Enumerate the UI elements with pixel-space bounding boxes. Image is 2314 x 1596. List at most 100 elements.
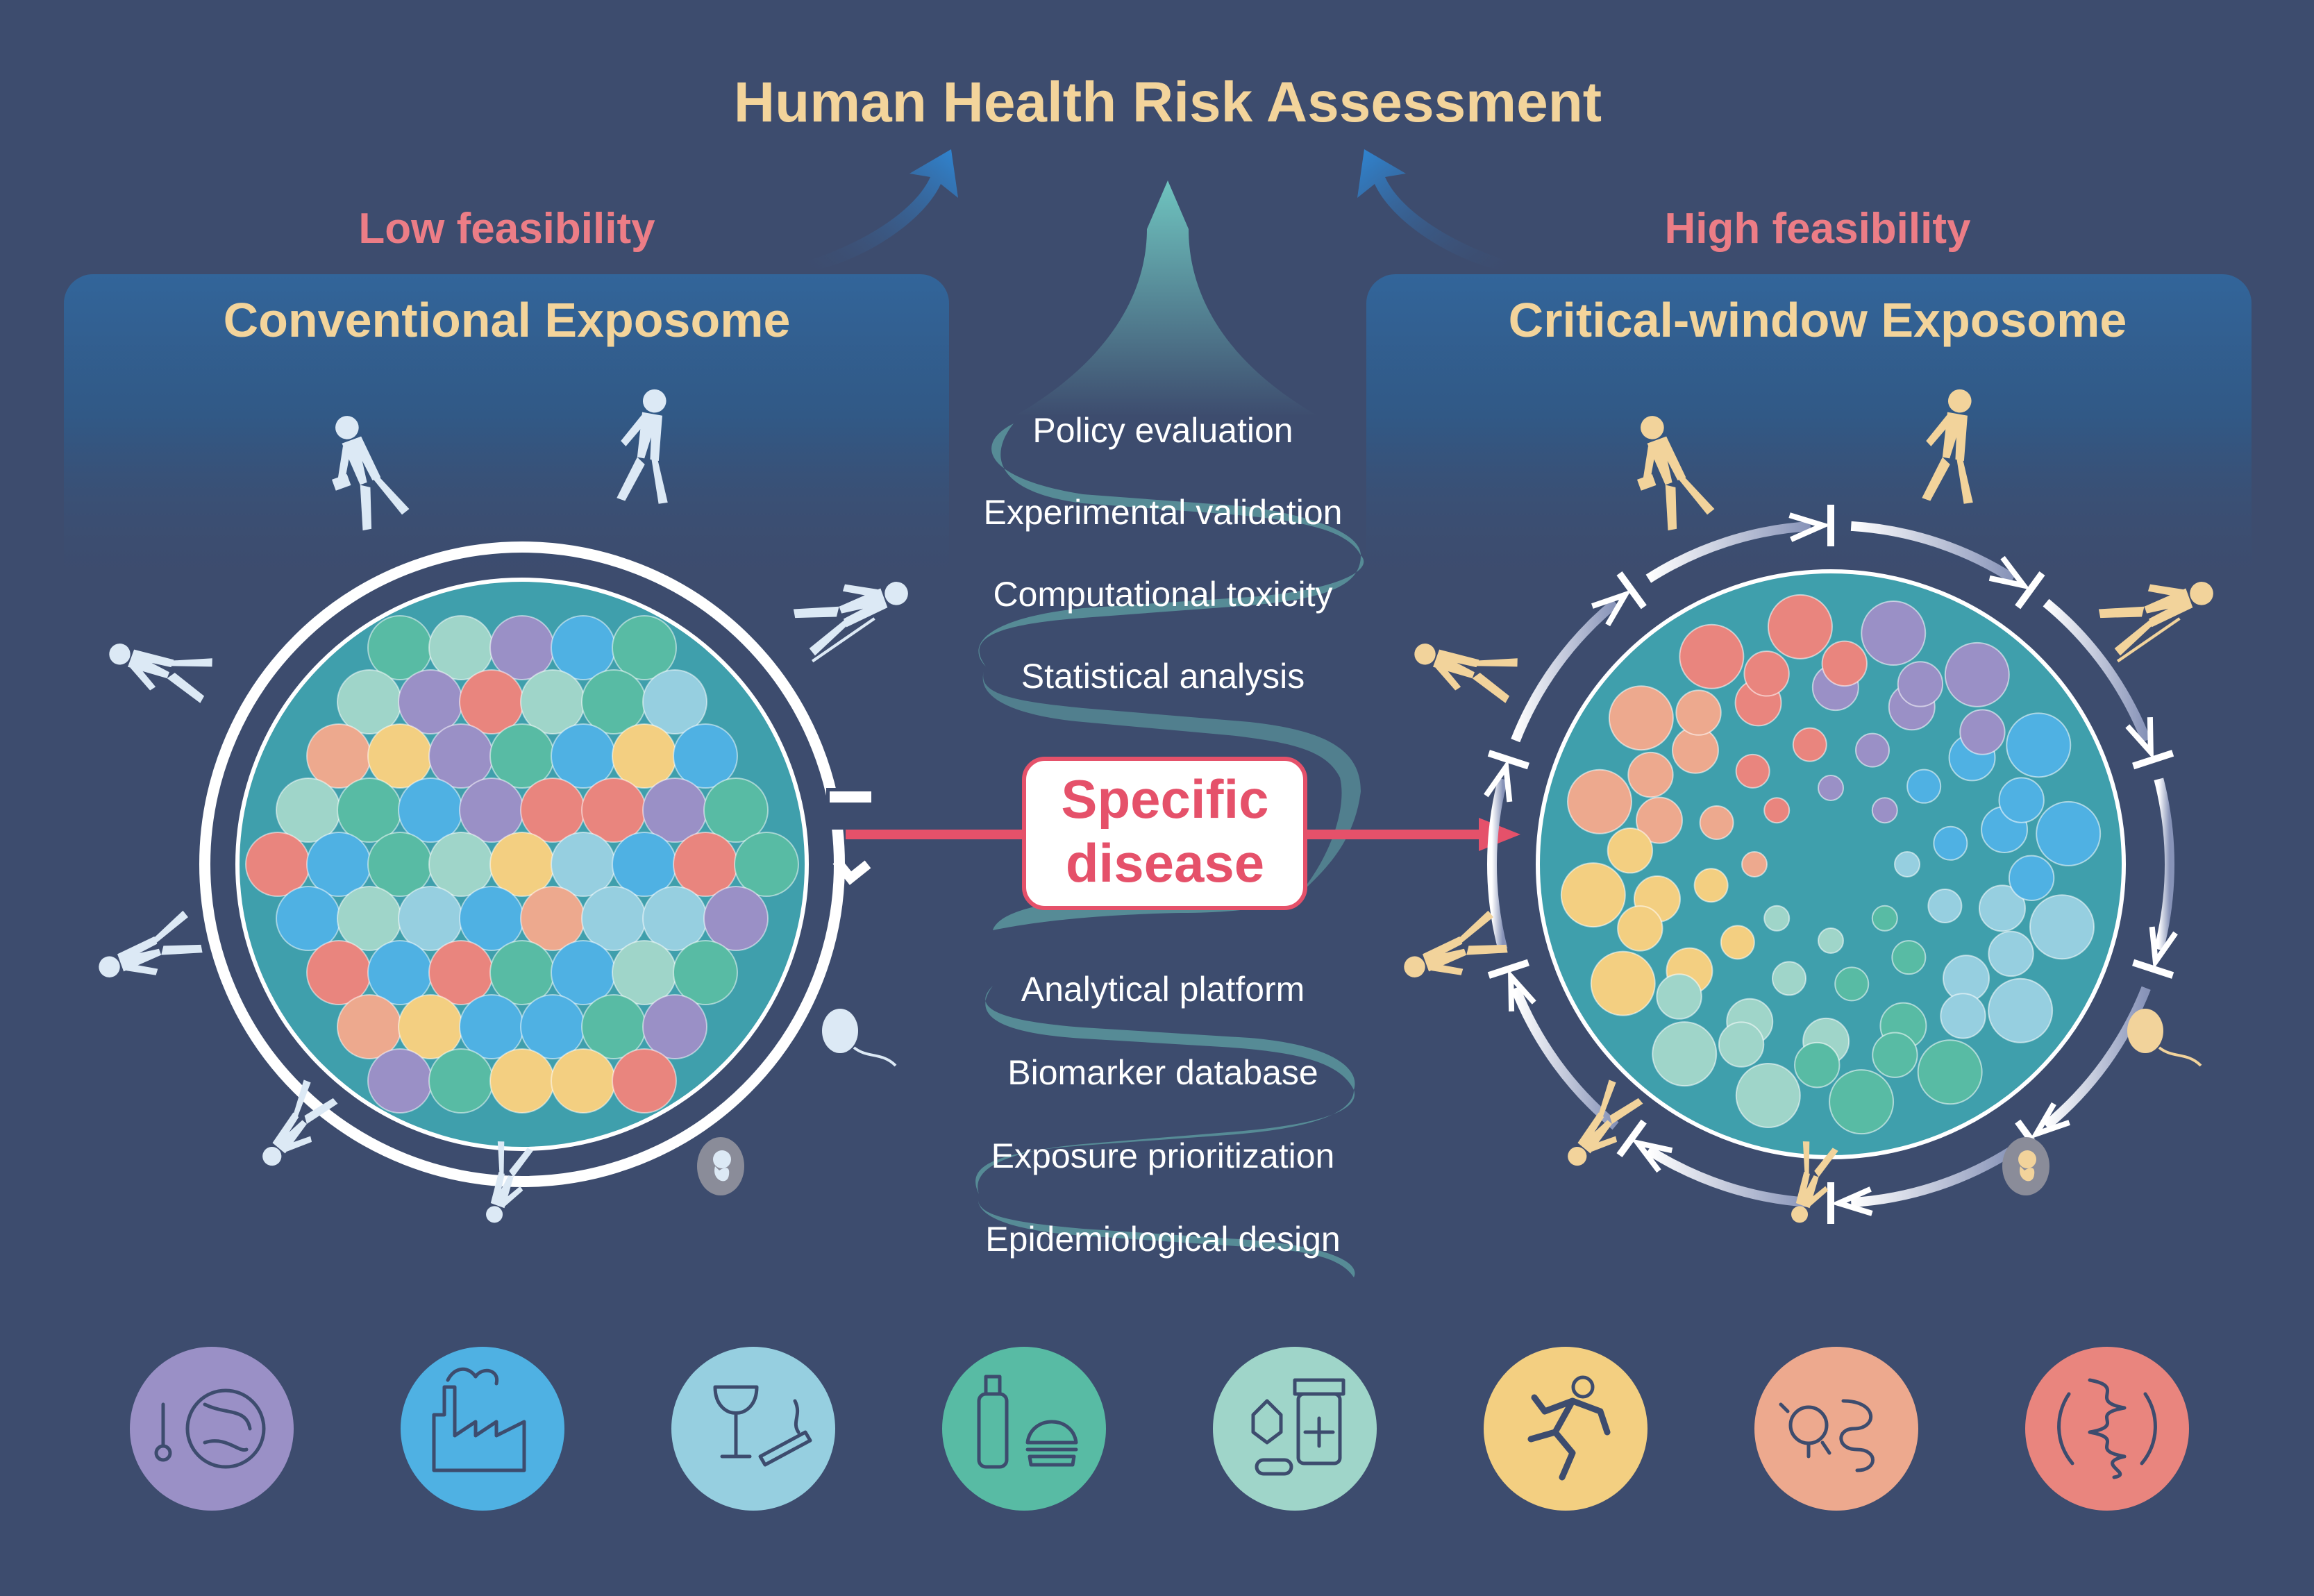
exposure-bubble [1794, 1041, 1841, 1089]
exposure-bubble [1818, 927, 1844, 954]
exposure-bubble [398, 778, 463, 843]
exposure-bubble [1590, 950, 1656, 1016]
exposure-bubble [1998, 777, 2045, 823]
exposure-bubble [1767, 594, 1833, 660]
wine-cigarette-icon [671, 1347, 835, 1511]
exposure-bubble [367, 615, 433, 680]
window-arc [1487, 778, 1508, 951]
exposure-bubble [1735, 753, 1770, 789]
exposure-bubble [581, 778, 646, 843]
exposure-bubble [1829, 1069, 1895, 1135]
connector-arrowhead [1479, 818, 1520, 851]
conventional-exposome-circle [199, 541, 871, 1187]
exposure-bubble [703, 886, 769, 951]
exposure-bubble [1699, 805, 1734, 840]
adult-figure [1414, 644, 1518, 703]
exposure-bubble [1944, 641, 2010, 707]
medicine-icon [1213, 1347, 1377, 1511]
window-arc [2043, 986, 2151, 1130]
exposure-bubble [2036, 800, 2102, 866]
right-life-stage-figures [1404, 389, 2213, 1223]
window-arrowhead [2149, 926, 2178, 970]
exposure-bubble [1560, 862, 1626, 928]
adult-figure [617, 389, 668, 504]
high-feasibility-label: High feasibility [1665, 205, 1971, 253]
exposure-bubble [612, 615, 677, 680]
adult-figure [109, 644, 212, 703]
exposure-bubble [1988, 977, 2054, 1043]
exposure-bubble [1906, 768, 1942, 804]
exposure-bubble [428, 723, 494, 789]
window-tick [1487, 750, 1529, 770]
exposure-bubble [1720, 925, 1755, 960]
exposure-bubble [520, 886, 585, 951]
exposure-bubble [1771, 961, 1806, 996]
exposure-bubble [1679, 623, 1745, 689]
disease-label-line2: disease [1066, 832, 1264, 893]
upper-steps: Policy evaluation Experimental validatio… [984, 411, 1343, 696]
window-tick [1616, 571, 1647, 610]
exposure-bubble [673, 723, 738, 789]
exposure-bubble [551, 940, 616, 1005]
exposure-bubble [703, 778, 769, 843]
window-arc [2154, 778, 2174, 951]
microbiome-icon [1754, 1347, 1918, 1511]
center-up-arrow [1014, 180, 1319, 417]
disease-box [1022, 757, 1307, 910]
window-tick [1616, 1119, 1647, 1158]
exposure-bubble [1940, 993, 1986, 1039]
exposure-bubble [306, 940, 371, 1005]
window-arc [1850, 521, 2016, 583]
exposure-bubble [612, 723, 677, 789]
worker-figure [1636, 416, 1715, 531]
critical-window-exposome-circle [1484, 505, 2178, 1224]
exposure-bubble [489, 615, 555, 680]
exposure-bubble [1871, 797, 1898, 824]
exposure-bubble [1933, 825, 1968, 861]
step-statistical-analysis: Statistical analysis [1021, 657, 1305, 696]
right-panel [1366, 274, 2252, 594]
window-arc [2043, 598, 2151, 743]
exposure-bubble [367, 832, 433, 897]
window-tick [2132, 959, 2174, 979]
exposure-bubble [1834, 966, 1870, 1002]
exposure-bubble [245, 832, 310, 897]
window-tick [2015, 571, 2045, 610]
exposure-bubble [642, 994, 707, 1059]
left-panel [64, 274, 949, 594]
left-life-stage-figures [99, 389, 908, 1223]
exposure-bubble [1743, 650, 1790, 697]
exposure-bubble [1763, 797, 1791, 824]
dna-icon [2025, 1347, 2189, 1511]
conventional-exposome-title: Conventional Exposome [224, 293, 791, 347]
left-up-arrow [798, 149, 958, 274]
window-arrowhead [1484, 759, 1513, 803]
step-exposure-prioritization: Exposure prioritization [991, 1136, 1335, 1175]
exposure-bubble [520, 778, 585, 843]
exposure-bubble [1927, 889, 1963, 924]
exposure-bubble [459, 994, 524, 1059]
exposure-bubble [1894, 851, 1920, 877]
exposure-bubble [489, 832, 555, 897]
exposure-bubble [1872, 1032, 1918, 1078]
critical-window-exposome-title: Critical-window Exposome [1509, 293, 2127, 347]
exposure-bubble [1978, 884, 2026, 932]
exposure-bubble [673, 832, 738, 897]
factory-icon [401, 1347, 564, 1511]
exposure-bubble [1741, 851, 1768, 877]
exposure-bubble [1897, 661, 1944, 707]
exposure-bubble [459, 778, 524, 843]
exposure-bubble [520, 994, 585, 1059]
exposure-bubble [581, 886, 646, 951]
exposure-bubble [306, 723, 371, 789]
lower-steps: Analytical platform Biomarker database E… [985, 970, 1340, 1259]
exposure-icon-row [130, 1347, 2189, 1511]
exposure-bubble [734, 832, 799, 897]
window-arc [1850, 1145, 2016, 1208]
exposure-bubble [459, 669, 524, 734]
exposure-bubble [276, 778, 341, 843]
teen-figure [1404, 910, 1508, 977]
window-arrowhead [1591, 589, 1632, 627]
exposure-bubble [428, 1048, 494, 1114]
